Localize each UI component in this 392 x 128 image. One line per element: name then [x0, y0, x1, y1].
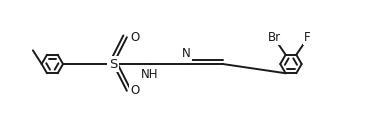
Text: F: F — [304, 31, 311, 44]
Text: NH: NH — [141, 68, 158, 81]
Text: O: O — [131, 84, 140, 97]
Text: Br: Br — [268, 31, 281, 44]
Text: N: N — [182, 47, 191, 60]
Text: O: O — [131, 31, 140, 44]
Text: S: S — [109, 57, 117, 71]
